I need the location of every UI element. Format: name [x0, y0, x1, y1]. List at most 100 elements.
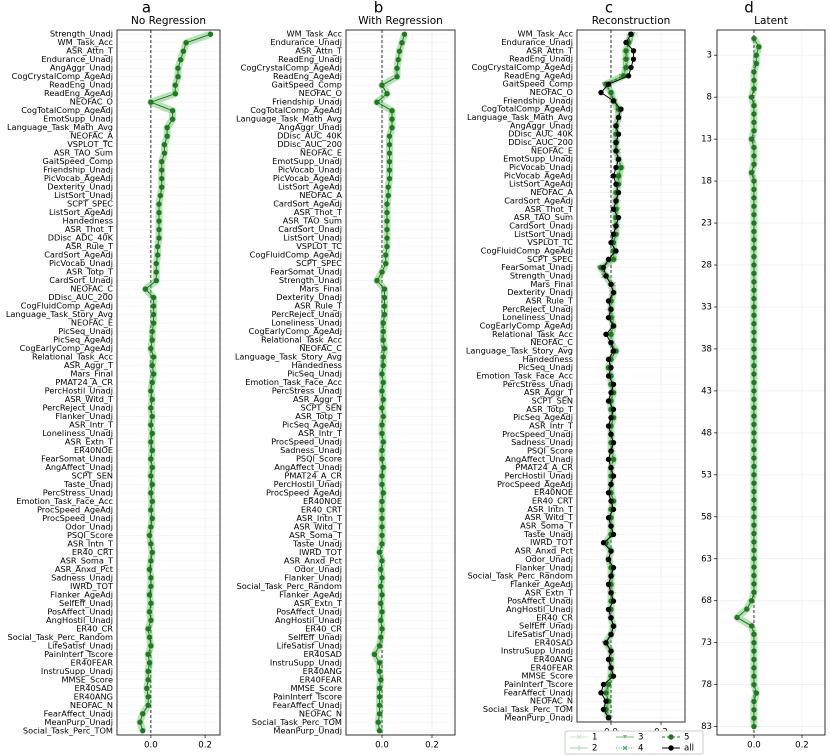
marker	[751, 656, 757, 663]
marker	[177, 57, 184, 63]
marker	[378, 566, 384, 573]
y-tick-label: IWRD_TOT	[299, 547, 343, 557]
marker	[376, 685, 383, 691]
marker	[384, 91, 390, 97]
marker	[751, 346, 757, 352]
marker	[610, 381, 617, 388]
y-tick-label: Dexterity_Unadj	[47, 182, 113, 192]
y-tick-label: FearSomat_Unadj	[41, 453, 113, 463]
marker	[394, 74, 400, 80]
marker	[751, 505, 757, 512]
y-tick-label: Language_Task_Math_Avg	[7, 122, 113, 132]
y-tick-label: ER40ANG	[74, 691, 113, 701]
marker	[148, 643, 154, 649]
marker	[748, 94, 755, 100]
marker	[376, 643, 383, 649]
marker	[751, 329, 757, 335]
y-tick-label: ASR_Attn_T	[295, 46, 343, 56]
marker	[386, 167, 393, 173]
marker	[161, 141, 168, 148]
marker	[172, 82, 178, 88]
y-tick-label: AngHostil_Unadj	[46, 615, 113, 625]
y-tick-label: ReadEng_AgeAdj	[273, 71, 342, 81]
panel-letter: d	[744, 0, 754, 17]
marker	[600, 540, 607, 546]
marker	[751, 295, 757, 302]
marker	[751, 488, 757, 495]
y-tick-label: ListSort_AgeAdj	[49, 207, 113, 217]
y-tick-label: Social_Task_Perc_TOM	[23, 725, 113, 735]
x-tick-label: 0.0	[375, 741, 389, 751]
marker	[603, 331, 609, 338]
marker	[148, 473, 154, 479]
marker	[161, 150, 168, 156]
marker	[380, 328, 386, 335]
marker	[753, 60, 760, 67]
marker	[751, 396, 757, 402]
marker	[384, 201, 390, 207]
marker	[608, 498, 614, 504]
marker	[156, 218, 162, 224]
y-tick-label: CardSort_Unadj	[509, 220, 573, 230]
marker	[169, 107, 176, 114]
marker	[148, 345, 154, 352]
marker	[153, 269, 160, 275]
marker	[376, 694, 383, 700]
y-tick-label: EmotSupp_Unadj	[272, 156, 342, 166]
y-tick-label: FearAffect_Unadj	[273, 700, 342, 710]
marker	[751, 413, 757, 419]
y-tick-label: Language_Task_Story_Avg	[6, 309, 113, 319]
y-tick-label: ReadEng_Unadj	[49, 80, 113, 90]
marker	[613, 223, 619, 229]
marker	[751, 35, 757, 42]
marker	[615, 173, 622, 179]
marker	[751, 589, 757, 596]
y-tick-label: SelfEff_Unadj	[59, 598, 113, 608]
marker	[378, 617, 384, 624]
y-tick-label: ListSort_Unadj	[283, 233, 342, 243]
legend-box	[564, 730, 704, 755]
marker	[623, 56, 629, 62]
marker	[381, 294, 388, 301]
marker	[180, 48, 187, 54]
y-tick-label: 33	[701, 302, 712, 312]
y-tick-label: ListSort_AgeAdj	[509, 179, 573, 189]
marker	[756, 44, 762, 50]
marker	[751, 530, 757, 537]
legend-marker	[668, 734, 674, 740]
plot-frame	[716, 29, 826, 736]
y-tick-label: Flanker_AgeAdj	[279, 589, 342, 599]
marker	[613, 181, 619, 187]
marker	[145, 694, 151, 700]
y-tick-label: AngAffect_Unadj	[45, 462, 113, 472]
marker	[605, 314, 612, 321]
y-tick-label: ER40FEAR	[300, 674, 343, 684]
marker	[385, 184, 391, 190]
y-tick-label: DDisc_ADC_40K	[48, 233, 114, 243]
y-tick-label: ASR_Extn_T	[65, 436, 114, 446]
y-tick-label: NEOFAC_A	[70, 131, 113, 141]
y-tick-label: ListSort_Unadj	[54, 190, 113, 200]
marker	[386, 141, 393, 148]
marker	[395, 57, 401, 63]
x-tick-label: 0.0	[747, 741, 761, 751]
marker	[608, 89, 614, 96]
y-tick-label: CogEarlyComp_AgeAdj	[249, 326, 342, 336]
y-tick-label: PercReject_Unadj	[42, 402, 113, 412]
y-tick-label: ER40SAD	[534, 637, 573, 647]
marker	[751, 211, 757, 218]
y-tick-label: Loneliness_Unadj	[42, 428, 113, 438]
marker	[748, 169, 755, 176]
y-tick-label: ASR_TAO_Sum	[283, 216, 342, 226]
marker	[150, 354, 157, 360]
y-tick-label: Taste_Unadj	[523, 529, 573, 539]
y-tick-label: PercHostil_Unadj	[274, 479, 342, 489]
y-tick-label: VSPLOT_TC	[67, 139, 113, 149]
marker	[146, 592, 153, 598]
marker	[379, 558, 385, 564]
y-tick-label: Emotion_Task_Face_Acc	[16, 496, 113, 506]
y-tick-label: InstruSupp_Unadj	[501, 646, 573, 656]
marker	[401, 31, 408, 37]
marker	[148, 541, 154, 547]
y-tick-label: CogFluidComp_AgeAdj	[250, 250, 342, 260]
